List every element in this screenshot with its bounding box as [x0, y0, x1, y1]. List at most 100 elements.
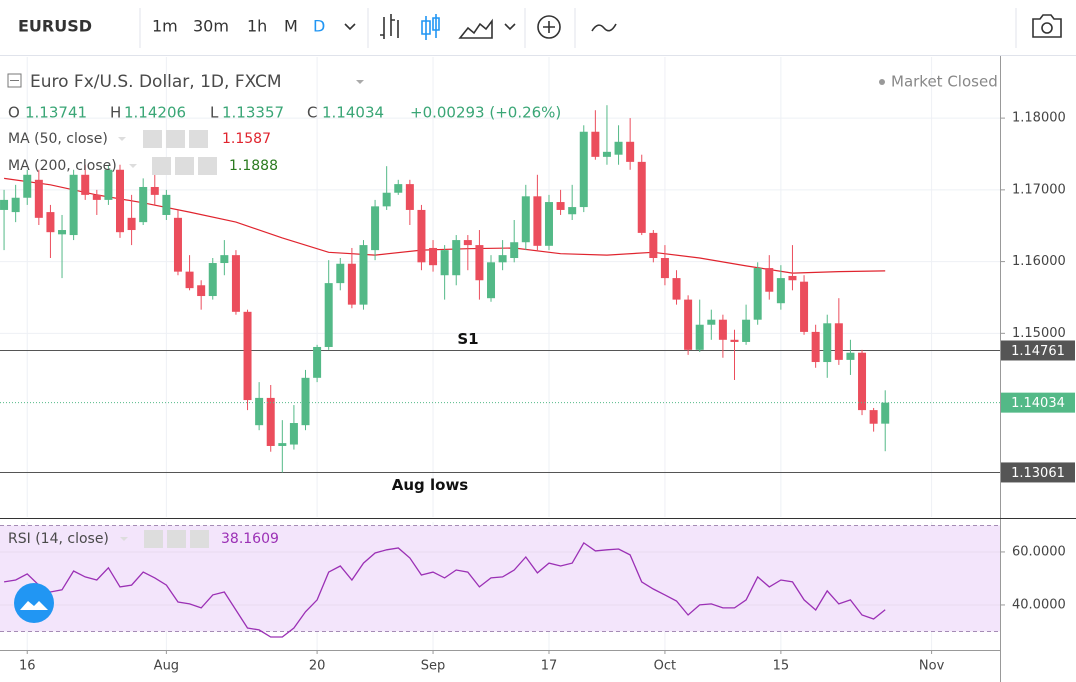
- candle-body: [487, 262, 496, 299]
- dropdown[interactable]: [129, 164, 137, 168]
- y-tick-label: 1.15000: [1012, 326, 1066, 341]
- candle-body: [139, 186, 148, 223]
- status-dot: [879, 79, 885, 85]
- camera-icon[interactable]: [1032, 14, 1062, 38]
- candle-body: [881, 402, 890, 424]
- rsi-band: [0, 525, 1000, 632]
- candle-body: [347, 263, 356, 305]
- candle-body: [81, 174, 90, 195]
- close-button[interactable]: [190, 530, 209, 548]
- candle-body: [463, 240, 472, 246]
- change: +0.00293 (+0.26%): [410, 104, 561, 122]
- candle-body: [0, 199, 9, 210]
- candle-body: [255, 397, 264, 426]
- dropdown[interactable]: [120, 537, 128, 541]
- candle-body: [718, 319, 727, 340]
- x-tick-label: Nov: [919, 659, 945, 674]
- candle-body: [394, 184, 403, 193]
- symbol[interactable]: EURUSD: [18, 17, 92, 36]
- candle-body: [92, 194, 101, 200]
- candle-body: [707, 319, 716, 325]
- candle-body: [498, 255, 507, 263]
- ohlc-label: C: [307, 104, 317, 122]
- close-button[interactable]: [198, 157, 217, 175]
- camera-lens: [1041, 22, 1053, 34]
- candle-body: [197, 285, 206, 297]
- logo-button[interactable]: [14, 583, 54, 623]
- interval[interactable]: M: [284, 17, 298, 36]
- x-tick-label: 15: [773, 659, 790, 674]
- candle-body: [846, 352, 855, 360]
- chart-title: Euro Fx/U.S. Dollar, 1D, FXCM: [30, 72, 282, 92]
- candle-body: [405, 184, 414, 210]
- ohlc-value: 1.13741: [25, 104, 87, 122]
- compare-icon[interactable]: [591, 23, 617, 32]
- eye-button[interactable]: [144, 530, 163, 548]
- dropdown[interactable]: [118, 137, 126, 141]
- logo-mark: [20, 601, 48, 610]
- candle-body: [440, 250, 449, 276]
- candle-body: [417, 209, 426, 263]
- last-price-tag: [1001, 392, 1075, 413]
- candle-body: [289, 423, 298, 445]
- y-tick-label: 60.0000: [1012, 544, 1066, 559]
- indicator-icon-plus: [543, 21, 555, 33]
- level-tag: [1001, 340, 1075, 361]
- level-tag-label: 1.13061: [1011, 466, 1065, 481]
- title-dropdown[interactable]: [356, 80, 364, 84]
- level-tag: [1001, 462, 1075, 483]
- ma-legend: MA (200, close): [8, 158, 117, 174]
- ma-value: 1.1888: [229, 158, 278, 174]
- candle-body: [858, 352, 867, 411]
- candle-body: [753, 268, 762, 320]
- candle-body: [800, 281, 809, 332]
- candle-body: [11, 197, 20, 213]
- candle-body: [521, 196, 530, 243]
- y-tick-label: 40.0000: [1012, 597, 1066, 612]
- ma-legend: MA (50, close): [8, 131, 108, 147]
- candle-body: [243, 311, 252, 401]
- candle-body: [684, 299, 693, 350]
- candle-body: [46, 212, 55, 233]
- candle-body: [776, 278, 785, 304]
- candle-body: [359, 245, 368, 305]
- collapse-icon[interactable]: [7, 73, 22, 88]
- candle-body: [104, 169, 113, 200]
- ma-controls: [129, 157, 217, 175]
- rsi-controls: [120, 530, 209, 548]
- area-icon[interactable]: [458, 18, 493, 39]
- settings-button[interactable]: [175, 157, 194, 175]
- indicator-icon[interactable]: [537, 15, 561, 39]
- settings-button[interactable]: [166, 130, 185, 148]
- bars-icon[interactable]: [380, 14, 399, 39]
- candle-body: [162, 194, 171, 215]
- rsi-legend: RSI (14, close): [8, 531, 109, 547]
- candle-body: [301, 377, 310, 426]
- eye-button[interactable]: [143, 130, 162, 148]
- interval[interactable]: 30m: [193, 17, 229, 36]
- candle-body: [127, 217, 136, 231]
- candle-body: [568, 207, 577, 215]
- eye-button[interactable]: [152, 157, 171, 175]
- candle-body: [231, 255, 240, 312]
- x-tick-label: 20: [309, 659, 326, 674]
- interval[interactable]: 1m: [152, 17, 178, 36]
- candle-body: [533, 196, 542, 246]
- candle-body: [614, 141, 623, 155]
- dropdown-icon[interactable]: [344, 23, 356, 31]
- candles-icon[interactable]: [421, 14, 440, 40]
- candle-body: [811, 331, 820, 363]
- dropdown-icon[interactable]: [504, 23, 516, 31]
- settings-button[interactable]: [167, 530, 186, 548]
- candle-body: [185, 271, 194, 289]
- candle-body: [382, 192, 391, 207]
- close-button[interactable]: [189, 130, 208, 148]
- candle-body: [788, 275, 797, 281]
- candle-body: [278, 443, 287, 446]
- interval[interactable]: 1h: [247, 17, 267, 36]
- interval-active[interactable]: D: [313, 17, 325, 36]
- candle-body: [579, 131, 588, 208]
- candle-body: [510, 242, 519, 259]
